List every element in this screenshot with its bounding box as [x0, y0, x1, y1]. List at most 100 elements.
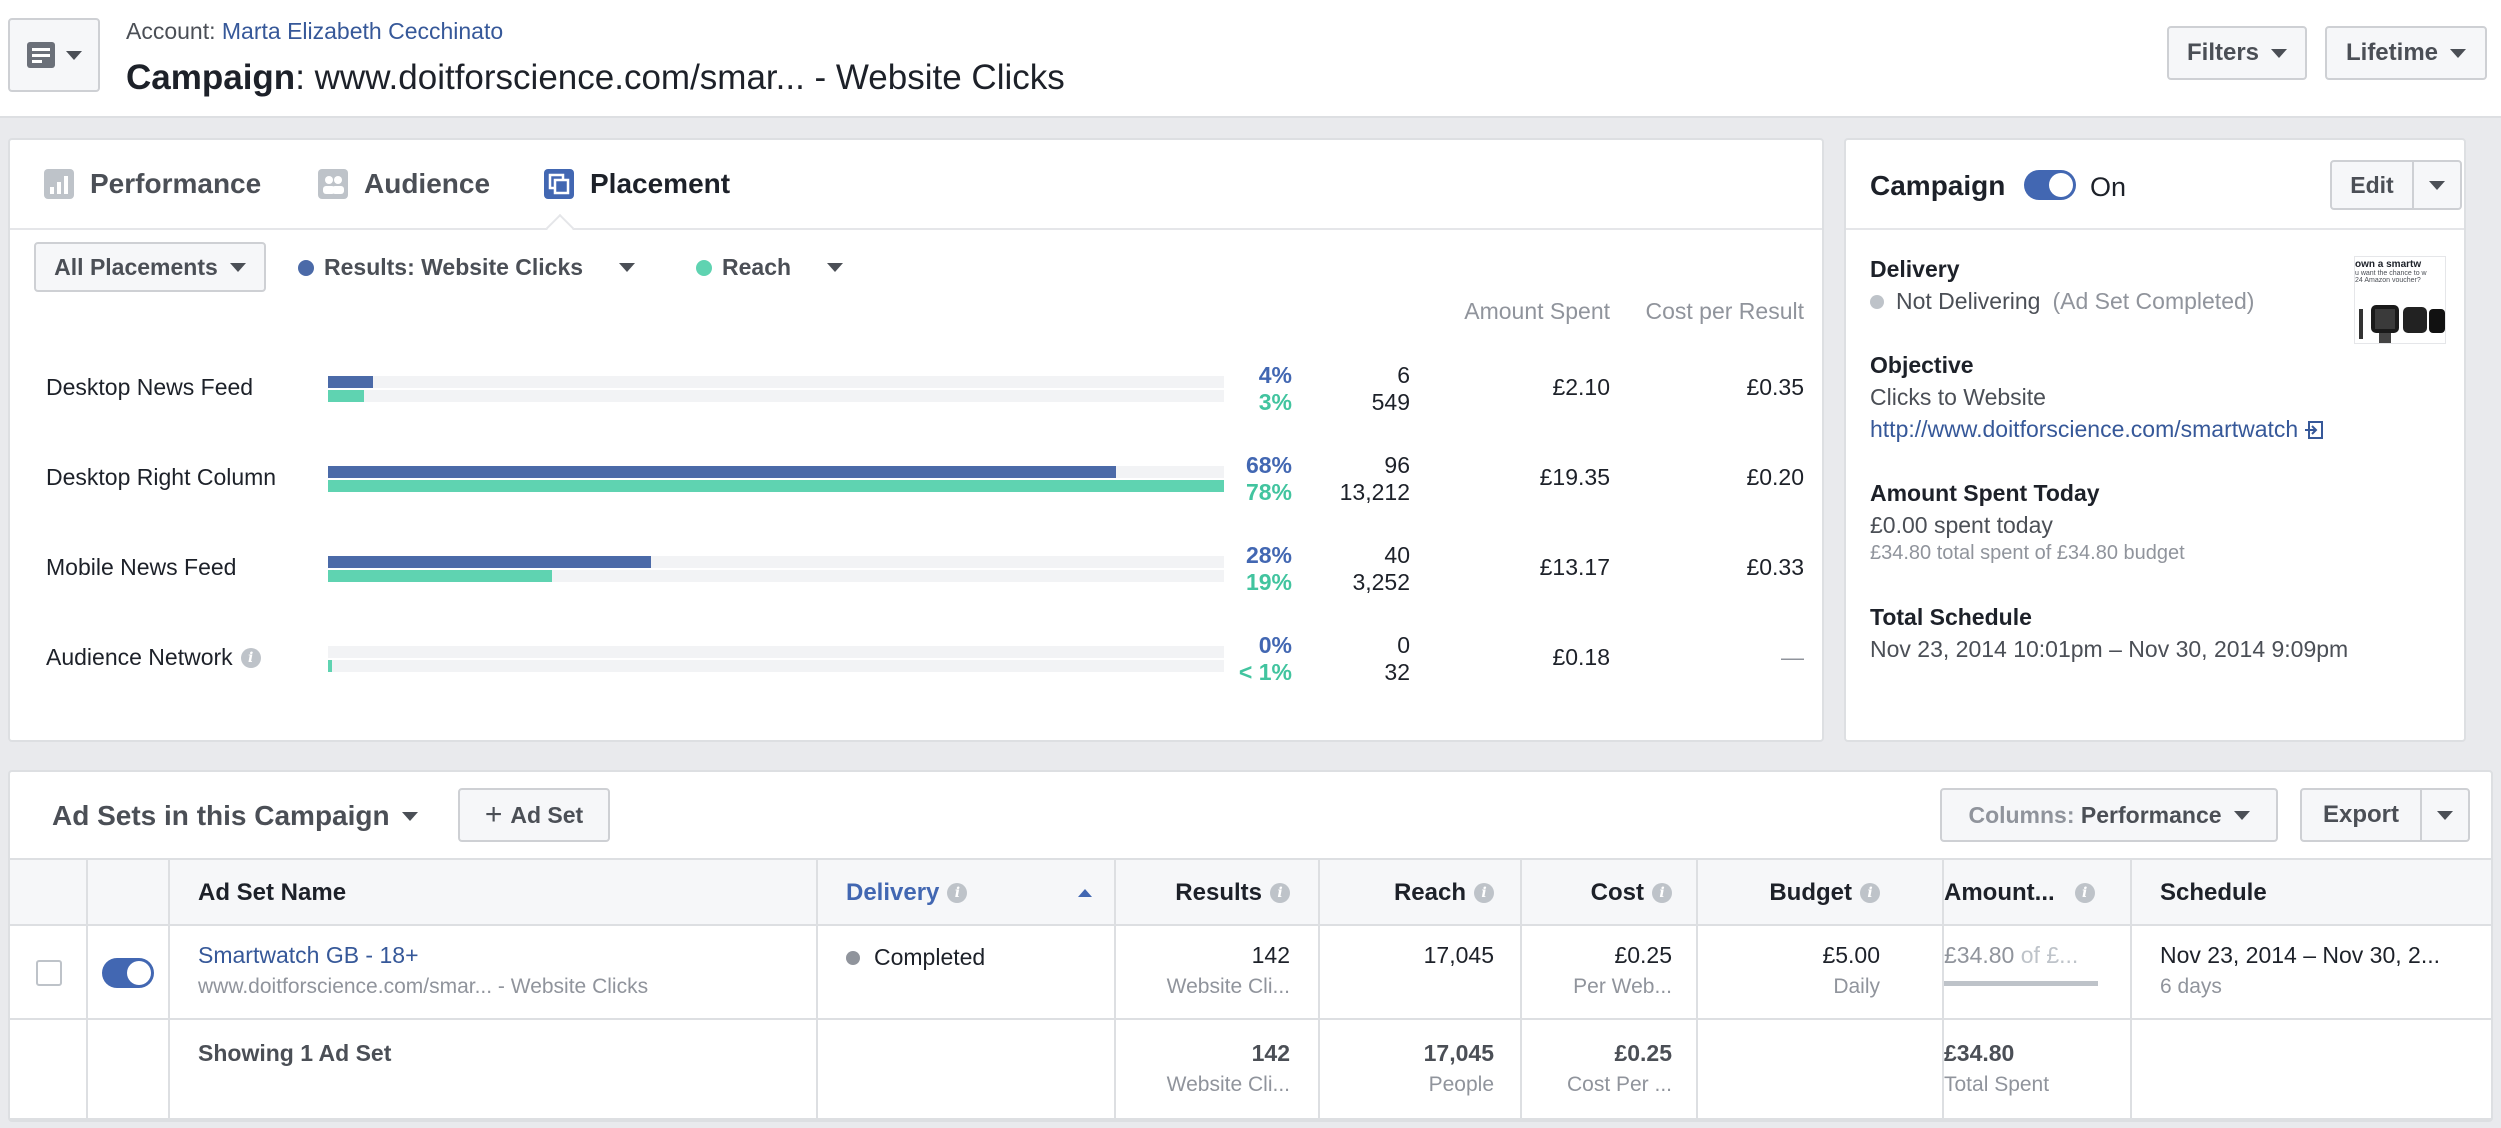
summary-results-sub: Website Cli...	[1166, 1073, 1290, 1096]
reach-track	[328, 390, 1224, 402]
reach-track	[328, 570, 1224, 582]
objective-url[interactable]: http://www.doitforscience.com/smartwatch	[1870, 416, 2299, 442]
reach-pct: < 1%	[1238, 659, 1292, 685]
add-ad-set-button[interactable]: + Ad Set	[458, 788, 610, 842]
chevron-down-icon	[401, 811, 418, 821]
results-legend[interactable]: Results: Website Clicks	[298, 254, 636, 281]
summary-amount-sub: Total Spent	[1944, 1073, 2050, 1096]
objective-link-wrap: http://www.doitforscience.com/smartwatch	[1870, 416, 2324, 443]
placement-row: Desktop Right Column 68% 78% 96 13,212 £…	[10, 452, 1822, 512]
columns-dropdown[interactable]: Columns: Performance	[1940, 788, 2278, 842]
reach-legend[interactable]: Reach	[696, 254, 844, 281]
page-title: Campaign: www.doitforscience.com/smar...…	[126, 58, 1065, 98]
filters-button[interactable]: Filters	[2167, 26, 2307, 80]
row-label: Audience Network	[46, 644, 233, 670]
results-pct: 68%	[1245, 452, 1292, 478]
results-track	[328, 556, 1224, 568]
header-label: Reach	[1393, 879, 1466, 906]
tab-label: Performance	[90, 168, 262, 199]
toggle-knob	[2049, 173, 2073, 197]
export-label: Export	[2322, 801, 2399, 828]
cost-per-result: —	[1781, 644, 1804, 670]
summary-label: Showing 1 Ad Set	[198, 1040, 392, 1066]
edit-button[interactable]: Edit	[2330, 160, 2414, 210]
results-track	[328, 376, 1224, 388]
edit-menu-button[interactable]	[2412, 160, 2462, 210]
add-label: Ad Set	[510, 801, 584, 828]
info-icon: i	[2074, 883, 2095, 903]
reach-bar	[328, 660, 332, 672]
summary-cost: £0.25 Cost Per ...	[1524, 1040, 1672, 1097]
edit-label: Edit	[2350, 171, 2394, 198]
header-results[interactable]: Results i	[1120, 860, 1290, 926]
row-label-wrap: Audience Network i	[46, 644, 261, 671]
results-bar	[328, 376, 373, 388]
thumb-text: 24 Amazon voucher?	[2355, 277, 2421, 284]
adsets-panel: Ad Sets in this Campaign + Ad Set Column…	[8, 770, 2493, 1122]
summary-amount: £34.80 Total Spent	[1944, 1040, 2049, 1097]
placement-panel: Performance Audience Placement All Place…	[8, 138, 1824, 742]
tab-performance[interactable]: Performance	[44, 168, 261, 200]
results-track	[328, 466, 1224, 478]
chevron-down-icon	[619, 263, 636, 272]
results-bar	[328, 466, 1117, 478]
tab-audience[interactable]: Audience	[318, 168, 490, 200]
header-label: Delivery	[846, 879, 940, 906]
results-value: 142	[1251, 942, 1290, 968]
header-name[interactable]: Ad Set Name	[198, 860, 346, 926]
chevron-down-icon	[2437, 810, 2453, 820]
header-label: Ad Set Name	[198, 879, 347, 906]
placement-row: Mobile News Feed 28% 19% 40 3,252 £13.17…	[10, 542, 1822, 602]
info-icon[interactable]: i	[240, 647, 261, 668]
filters-label: Filters	[2186, 39, 2260, 66]
row-label: Desktop News Feed	[46, 374, 254, 400]
header-cost[interactable]: Cost i	[1524, 860, 1672, 926]
summary-row: Showing 1 Ad Set 142 Website Cli... 17,0…	[10, 1022, 2491, 1120]
toggle-knob	[127, 961, 151, 985]
tab-label: Placement	[590, 168, 731, 199]
header-schedule[interactable]: Schedule	[2160, 860, 2267, 926]
campaign-name: : www.doitforscience.com/smar... - Websi…	[295, 58, 1065, 97]
tab-placement[interactable]: Placement	[544, 168, 730, 200]
account-line: Account: Marta Elizabeth Cecchinato	[126, 18, 503, 45]
campaign-toggle[interactable]	[2024, 170, 2076, 200]
view-menu-button[interactable]	[8, 18, 100, 92]
header-budget[interactable]: Budget i	[1700, 860, 1880, 926]
export-button[interactable]: Export	[2300, 788, 2422, 842]
header-reach[interactable]: Reach i	[1322, 860, 1494, 926]
adsets-title-dropdown[interactable]: Ad Sets in this Campaign	[52, 800, 418, 832]
lifetime-button[interactable]: Lifetime	[2325, 26, 2487, 80]
account-link[interactable]: Marta Elizabeth Cecchinato	[221, 18, 504, 44]
row-toggle[interactable]	[102, 958, 154, 988]
placement-icon	[544, 169, 574, 199]
cost-value: £0.25	[1614, 942, 1672, 968]
thumb-text: own a smartw	[2355, 259, 2422, 270]
tab-divider	[10, 228, 1822, 230]
reach-pct: 3%	[1258, 389, 1292, 415]
budget-value: £5.00	[1822, 942, 1880, 968]
col-divider	[816, 860, 818, 1120]
schedule-sub: 6 days	[2160, 975, 2222, 998]
header-delivery[interactable]: Delivery i	[846, 860, 1126, 926]
adset-name-link[interactable]: Smartwatch GB - 18+	[198, 942, 419, 968]
row-checkbox[interactable]	[36, 960, 62, 986]
chevron-down-icon	[2450, 48, 2466, 58]
amount-line: £34.80 of £...	[1944, 942, 2098, 969]
placement-row: Audience Network i 0% < 1% 0 32 £0.18 —	[10, 632, 1822, 692]
reach-pct: 78%	[1245, 479, 1292, 505]
header-amount[interactable]: Amount... i	[1944, 860, 2104, 926]
campaign-summary-panel: Campaign On Edit Delivery Not Delivering…	[1844, 138, 2466, 742]
reach-dot	[696, 259, 712, 276]
export-menu-button[interactable]	[2420, 788, 2470, 842]
info-icon: i	[1270, 883, 1290, 903]
legend-label: Reach	[722, 254, 792, 280]
adset-campaign: www.doitforscience.com/smar... - Website…	[198, 975, 649, 998]
table-row[interactable]: Smartwatch GB - 18+ www.doitforscience.c…	[10, 926, 2491, 1020]
campaign-prefix: Campaign	[126, 58, 296, 97]
external-link-icon[interactable]	[2304, 420, 2324, 440]
ad-thumbnail[interactable]: own a smartw u want the chance to w 24 A…	[2354, 256, 2446, 344]
info-icon: i	[1474, 883, 1494, 903]
reach-value: 3,252	[1352, 569, 1410, 595]
chevron-down-icon	[2429, 180, 2445, 190]
all-placements-dropdown[interactable]: All Placements	[34, 242, 266, 292]
